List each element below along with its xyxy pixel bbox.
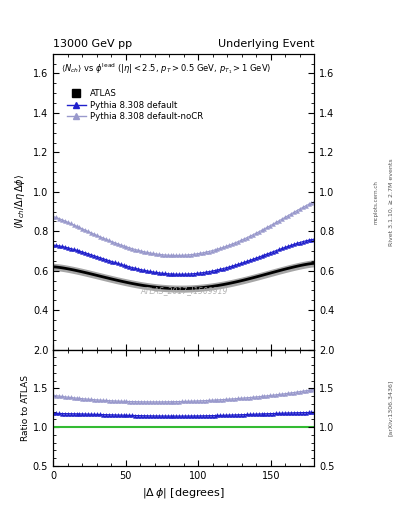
Text: Rivet 3.1.10, ≥ 2.7M events: Rivet 3.1.10, ≥ 2.7M events [388, 158, 393, 246]
Text: $\langle N_{ch}\rangle$ vs $\phi^{\mathrm{lead}}$ ($|\eta| < 2.5,\,p_{T} > 0.5$ : $\langle N_{ch}\rangle$ vs $\phi^{\mathr… [61, 61, 271, 76]
Text: ATLAS_2017_I1509919: ATLAS_2017_I1509919 [140, 286, 228, 295]
Legend: ATLAS, Pythia 8.308 default, Pythia 8.308 default-noCR: ATLAS, Pythia 8.308 default, Pythia 8.30… [65, 88, 205, 122]
Text: Underlying Event: Underlying Event [218, 38, 314, 49]
Y-axis label: $\langle N_{ch} / \Delta\eta\,\Delta\phi \rangle$: $\langle N_{ch} / \Delta\eta\,\Delta\phi… [13, 174, 27, 229]
Text: [arXiv:1306.3436]: [arXiv:1306.3436] [388, 379, 393, 436]
Text: mcplots.cern.ch: mcplots.cern.ch [373, 180, 378, 224]
Y-axis label: Ratio to ATLAS: Ratio to ATLAS [21, 375, 30, 441]
Text: 13000 GeV pp: 13000 GeV pp [53, 38, 132, 49]
X-axis label: $|\Delta\,\phi|$ [degrees]: $|\Delta\,\phi|$ [degrees] [142, 486, 225, 500]
